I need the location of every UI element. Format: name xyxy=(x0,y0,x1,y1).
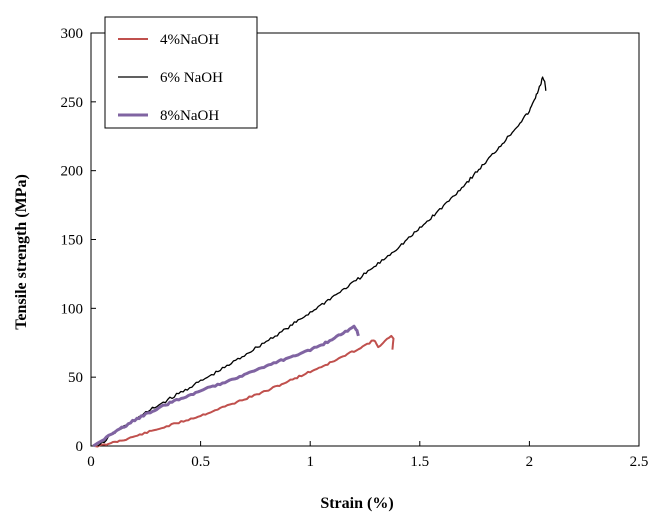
y-axis-title: Tensile strength (MPa) xyxy=(13,174,30,330)
legend-label: 4%NaOH xyxy=(160,32,219,48)
x-tick-label: 2.5 xyxy=(630,454,649,470)
legend-label: 6% NaOH xyxy=(160,70,223,86)
x-tick-label: 0.5 xyxy=(191,454,210,470)
series-line-2 xyxy=(97,76,547,447)
y-tick-label: 150 xyxy=(61,233,84,249)
x-tick-label: 1 xyxy=(306,454,314,470)
legend-box xyxy=(104,16,258,129)
x-axis-title: Strain (%) xyxy=(320,495,393,512)
legend-label: 8%NaOH xyxy=(160,108,219,124)
y-tick-label: 300 xyxy=(61,26,84,42)
y-tick-label: 50 xyxy=(68,370,83,386)
x-tick-label: 2 xyxy=(526,454,534,470)
y-tick-label: 250 xyxy=(61,95,84,111)
series-line-1 xyxy=(95,334,395,448)
x-tick-label: 0 xyxy=(87,454,95,470)
y-tick-label: 100 xyxy=(61,301,84,317)
y-tick-label: 0 xyxy=(76,439,84,455)
series-line-3 xyxy=(92,324,360,448)
y-tick-label: 200 xyxy=(61,164,84,180)
x-tick-label: 1.5 xyxy=(410,454,429,470)
